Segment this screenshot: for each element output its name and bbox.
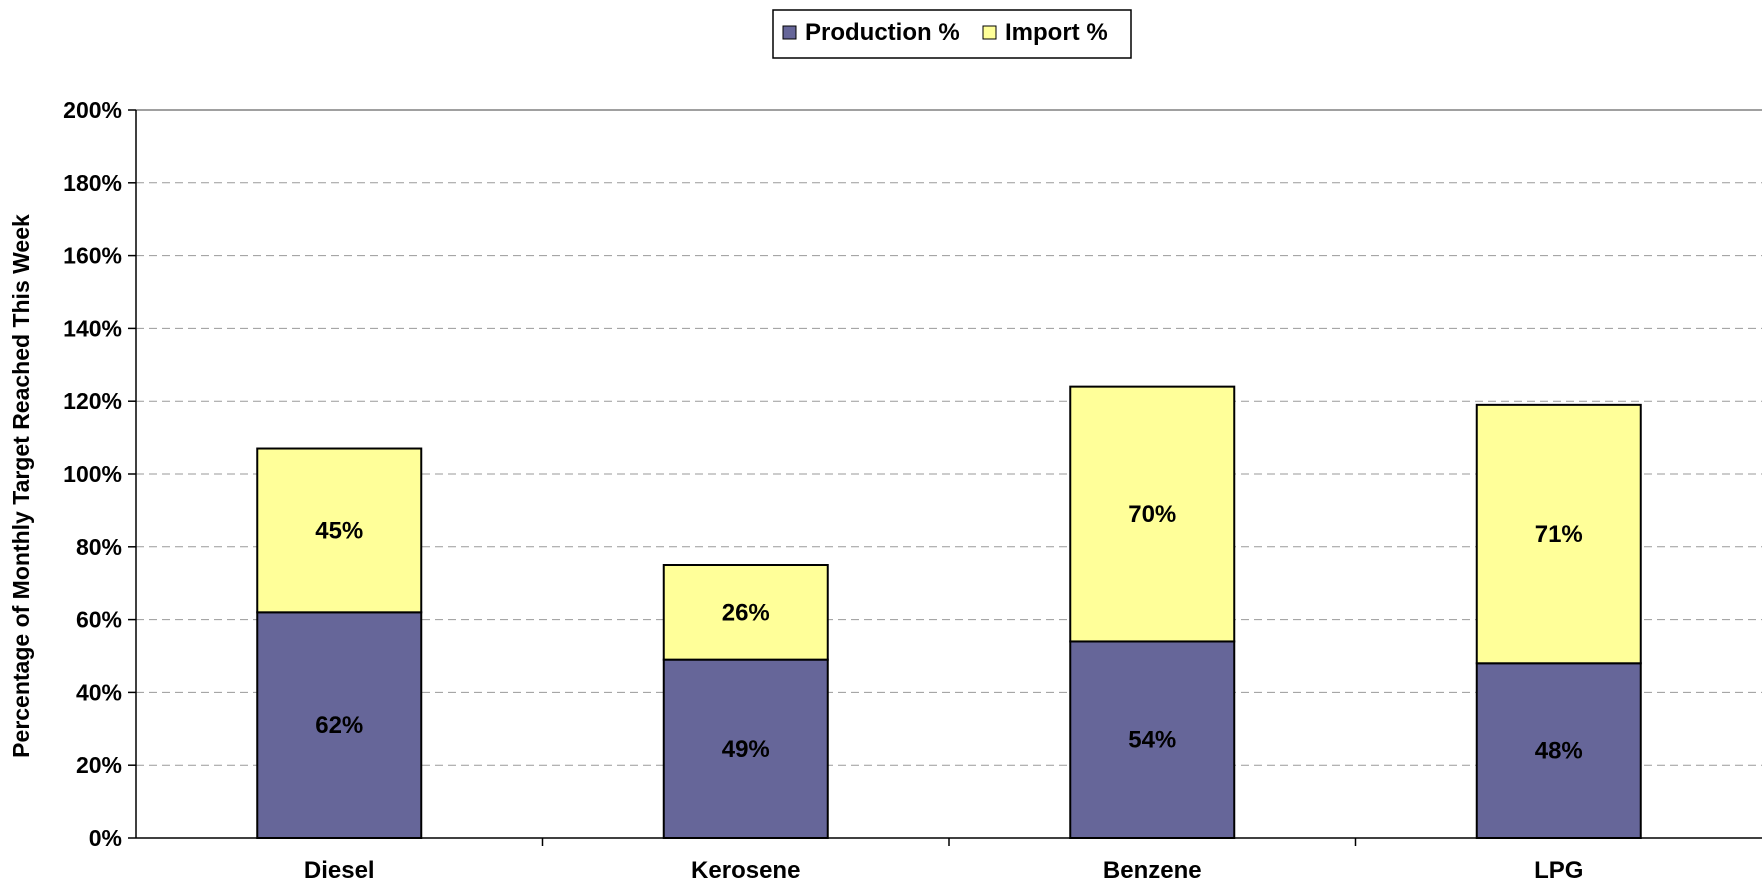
- y-tick-label: 180%: [63, 170, 122, 196]
- data-label: 48%: [1535, 738, 1583, 765]
- data-label: 54%: [1128, 727, 1176, 754]
- x-tick-label: Benzene: [1103, 857, 1202, 884]
- data-label: 26%: [722, 599, 770, 626]
- legend-box: [772, 9, 1132, 59]
- bar-benzene-import: [1069, 385, 1236, 643]
- y-tick-label: 120%: [63, 388, 122, 414]
- legend-swatch-import: [982, 25, 997, 40]
- y-tick-label: 40%: [76, 679, 122, 705]
- x-tick-label: Diesel: [304, 857, 375, 884]
- y-tick-label: 60%: [76, 607, 122, 633]
- y-tick-label: 20%: [76, 752, 122, 778]
- y-tick-label: 80%: [76, 534, 122, 560]
- x-tick-label: LPG: [1534, 857, 1583, 884]
- y-tick-label: 160%: [63, 243, 122, 269]
- y-tick-label: 140%: [63, 315, 122, 341]
- data-label: 49%: [722, 736, 770, 763]
- bar-kerosene-production: [662, 658, 829, 840]
- data-label: 71%: [1535, 521, 1583, 548]
- y-tick-label: 0%: [89, 825, 122, 851]
- legend-label-production: Production %: [805, 19, 960, 46]
- bar-diesel-import: [256, 447, 423, 614]
- bar-lpg-production: [1475, 662, 1642, 840]
- legend-swatch-production: [782, 25, 797, 40]
- data-label: 45%: [315, 517, 363, 544]
- data-labels: 62% 45% 49% 26% 54% 70% 48% 71%: [315, 501, 1583, 765]
- y-tick-label: 100%: [63, 461, 122, 487]
- data-label: 62%: [315, 712, 363, 739]
- legend: Production % Import %: [772, 9, 1132, 59]
- bar-kerosene-import: [662, 564, 829, 661]
- x-tick-label: Kerosene: [691, 857, 800, 884]
- bar-benzene-production: [1069, 640, 1236, 839]
- legend-label-import: Import %: [1005, 19, 1108, 46]
- data-label: 70%: [1128, 501, 1176, 528]
- y-tick-label: 200%: [63, 97, 122, 123]
- bar-lpg-import: [1475, 403, 1642, 665]
- bars: [256, 385, 1642, 840]
- y-axis-title: Percentage of Monthly Target Reached Thi…: [8, 214, 34, 758]
- axes: 0% 20% 40% 60% 80% 100% 120% 140% 160% 180% 200% Di…: [63, 97, 1762, 884]
